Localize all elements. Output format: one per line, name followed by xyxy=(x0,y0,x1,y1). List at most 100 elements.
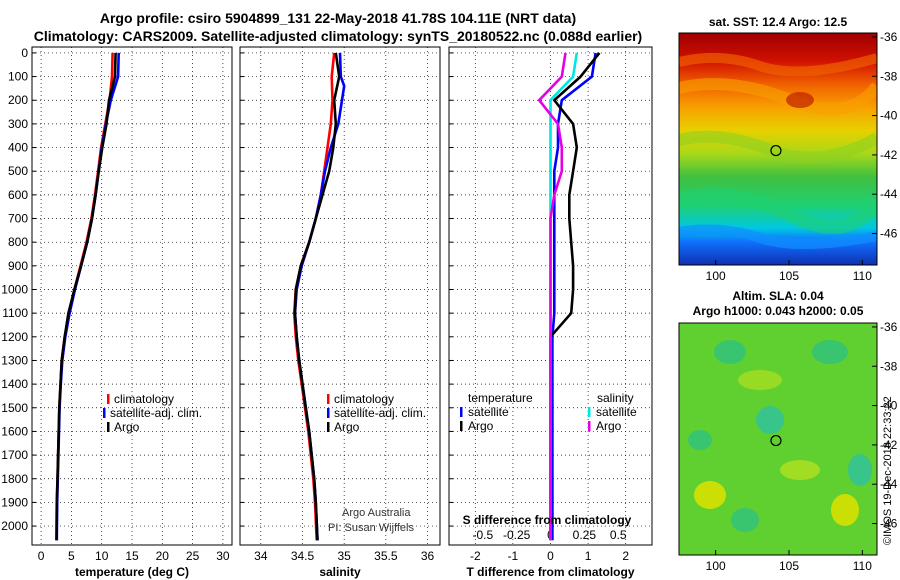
x-tick-label: -1 xyxy=(508,549,519,563)
credit-argo-australia: Argo Australia xyxy=(342,507,411,519)
sst-map-axes: 100 105 110 -36 -38 -40 -42 -44 -46 xyxy=(706,30,898,283)
salinity-x-axis-label: salinity xyxy=(319,565,361,579)
series-line-argo xyxy=(293,52,341,541)
legend-title-temperature: temperature xyxy=(468,391,533,405)
legend-label-t-argo: Argo xyxy=(468,419,494,433)
x-tick-label: 5 xyxy=(68,549,75,563)
x-tick-label: 30 xyxy=(216,549,230,563)
depth-tick-label: 1800 xyxy=(1,472,28,486)
legend-swatch-satellite xyxy=(103,408,106,418)
x-tick-label: 25 xyxy=(186,549,200,563)
depth-tick-label: 0 xyxy=(21,46,28,60)
depth-tick-label: 1300 xyxy=(1,353,28,367)
x-tick-label: 2 xyxy=(622,549,629,563)
x-tick-label: 15 xyxy=(125,549,139,563)
depth-tick-label: 100 xyxy=(8,70,28,84)
legend-swatch-satellite xyxy=(327,408,330,418)
sst-map: sat. SST: 12.4 Argo: 12.5 100 105 110 -36 -3… xyxy=(678,15,898,283)
legend-swatch-t-satellite xyxy=(460,407,463,417)
credit-pi: PI: Susan Wijffels xyxy=(328,522,414,534)
map-x-tick-label: 110 xyxy=(853,269,872,283)
map-y-tick-label: -38 xyxy=(880,359,898,373)
legend-label-satellite: satellite-adj. clim. xyxy=(334,406,426,420)
salinity-panel: 34 34.5 35 35.5 36 salinity xyxy=(239,46,441,579)
depth-tick-label: 200 xyxy=(8,93,28,107)
map-y-tick-label: -42 xyxy=(880,438,898,452)
legend-label-s-satellite: satellite xyxy=(596,405,637,419)
sla-map: Altim. SLA: 0.04 Argo h1000: 0.043 h2000… xyxy=(678,289,898,573)
x-tick-label: 36 xyxy=(421,549,435,563)
map-y-tick-label: -40 xyxy=(880,399,898,413)
map-y-tick-label: -38 xyxy=(880,69,898,83)
temperature-legend: climatology satellite-adj. clim. Argo xyxy=(103,392,202,434)
x-tick-label: -2 xyxy=(470,549,481,563)
x-tick-label: 0 xyxy=(547,549,554,563)
legend-title-salinity: salinity xyxy=(597,391,634,405)
salinity-frame xyxy=(239,46,441,546)
legend-label-climatology: climatology xyxy=(114,392,174,406)
temperature-x-axis-label: temperature (deg C) xyxy=(75,565,189,579)
sla-map-frame xyxy=(678,322,878,556)
depth-tick-label: 1500 xyxy=(1,401,28,415)
figure-title-line1: Argo profile: csiro 5904899_131 22-May-2… xyxy=(99,10,577,26)
depth-tick-label: 1000 xyxy=(1,282,28,296)
depth-tick-label: 1400 xyxy=(1,377,28,391)
depth-tick-label: 300 xyxy=(8,117,28,131)
map-y-tick-label: -36 xyxy=(880,320,898,334)
imos-timestamp: ©IMOS 19-Dec-2018 22:33:22 xyxy=(882,396,894,545)
series-line-argo xyxy=(55,52,117,541)
legend-swatch-argo xyxy=(107,422,110,432)
x-tick-label: 34 xyxy=(254,549,268,563)
sst-map-frame xyxy=(678,32,878,266)
legend-label-s-argo: Argo xyxy=(596,419,622,433)
difference-x-axis-label: T difference from climatology xyxy=(466,565,634,579)
sst-profile-marker xyxy=(770,144,782,157)
sla-profile-marker xyxy=(770,434,782,447)
legend-swatch-argo xyxy=(327,422,330,432)
x-tick-label: 0 xyxy=(38,549,45,563)
map-x-tick-label: 110 xyxy=(853,559,872,573)
depth-tick-label: 600 xyxy=(8,188,28,202)
map-x-tick-label: 105 xyxy=(779,269,799,283)
profile-panels: 0100200300400500600700800900100011001200… xyxy=(1,46,653,579)
salinity-legend: climatology satellite-adj. clim. Argo xyxy=(327,392,426,434)
depth-tick-label: 800 xyxy=(8,235,28,249)
legend-label-argo: Argo xyxy=(114,420,140,434)
series-line-satellite-adj-clim- xyxy=(55,52,120,541)
depth-tick-label: 500 xyxy=(8,164,28,178)
depth-tick-label: 1100 xyxy=(2,306,28,320)
diff-top-axis-label: S difference from climatology xyxy=(463,513,632,527)
depth-tick-label: 400 xyxy=(8,141,28,155)
depth-tick-label: 2000 xyxy=(1,519,28,533)
depth-tick-label: 1900 xyxy=(1,495,28,509)
x-tick-label: 35 xyxy=(337,549,351,563)
legend-swatch-s-argo xyxy=(588,421,591,431)
map-x-tick-label: 105 xyxy=(779,559,799,573)
map-y-tick-label: -36 xyxy=(880,30,898,44)
depth-tick-label: 1200 xyxy=(1,330,28,344)
depth-tick-label: 700 xyxy=(8,212,28,226)
difference-panel: -2 -1 0 1 2-0.5 -0.25 0 0.25 0.5T difference fro… xyxy=(448,46,653,579)
series-line-s-argo xyxy=(537,52,567,541)
difference-legend: temperature salinity satellite Argo sate… xyxy=(460,391,637,433)
legend-swatch-t-argo xyxy=(460,421,463,431)
legend-label-satellite: satellite-adj. clim. xyxy=(110,406,202,420)
figure-title-line2: Climatology: CARS2009. Satellite-adjuste… xyxy=(33,28,643,44)
map-y-tick-label: -44 xyxy=(880,477,898,491)
sla-map-title: Altim. SLA: 0.04 xyxy=(732,289,824,303)
map-y-tick-label: -46 xyxy=(880,227,898,241)
sla-map-subtitle: Argo h1000: 0.043 h2000: 0.05 xyxy=(693,304,864,318)
x-tick-label: 1 xyxy=(585,549,592,563)
map-x-tick-label: 100 xyxy=(706,559,726,573)
x-tick-label: 20 xyxy=(156,549,170,563)
depth-tick-label: 900 xyxy=(8,259,28,273)
map-y-tick-label: -46 xyxy=(880,517,898,531)
top-tick-label: 0.5 xyxy=(610,528,627,542)
top-tick-label: 0.25 xyxy=(573,528,597,542)
series-line-climatology xyxy=(55,52,114,541)
x-tick-label: 10 xyxy=(95,549,109,563)
legend-label-argo: Argo xyxy=(334,420,360,434)
temperature-panel: 0 5 10 15 20 25 30 temperature (deg C) xyxy=(31,46,233,579)
map-y-tick-label: -40 xyxy=(880,109,898,123)
